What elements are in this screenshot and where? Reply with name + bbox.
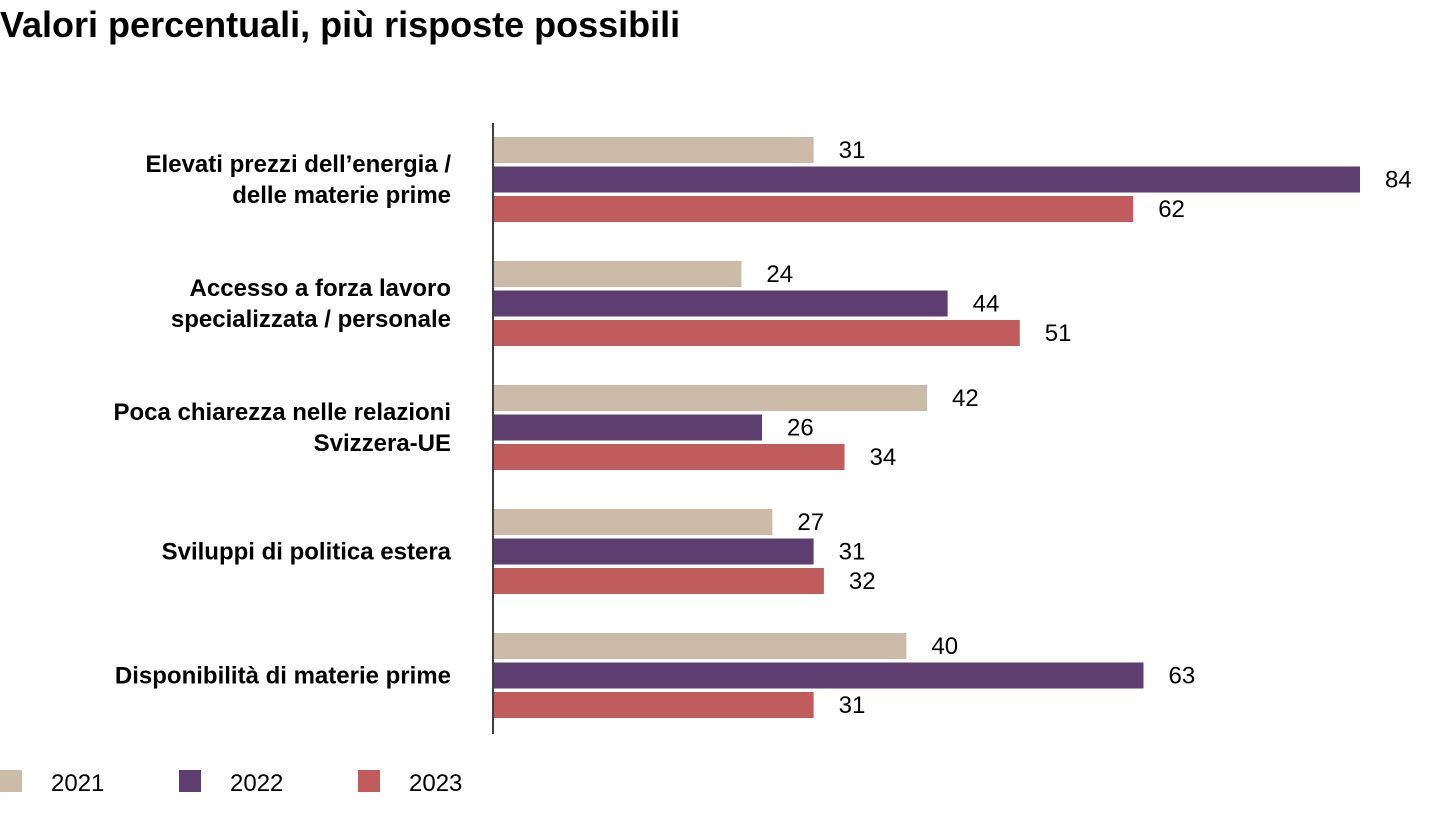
- bar-2023: [494, 692, 814, 718]
- bar-2021: [494, 261, 742, 287]
- bar-2021: [494, 509, 773, 535]
- category-label-line: Accesso a forza lavoro: [190, 275, 451, 302]
- category-label: Sviluppi di politica estera: [162, 539, 452, 566]
- data-label: 31: [839, 692, 866, 719]
- legend: 2021 2022 2023: [0, 770, 462, 797]
- category-label-line: Disponibilità di materie prime: [115, 663, 451, 690]
- data-label: 31: [839, 539, 866, 566]
- legend-label: 2023: [409, 770, 462, 797]
- data-label: 34: [870, 444, 897, 471]
- data-label: 40: [931, 633, 958, 660]
- bar-2023: [494, 444, 845, 470]
- labels-layer: Elevati prezzi dell’energia / delle mater…: [114, 137, 1412, 719]
- bar-2021: [494, 633, 907, 659]
- category-label-line: Svizzera-UE: [314, 430, 451, 457]
- legend-swatch-2023: [358, 770, 380, 792]
- category-label-line: Sviluppi di politica estera: [162, 539, 452, 566]
- legend-swatch-2021: [0, 770, 22, 792]
- bar-2023: [494, 196, 1134, 222]
- category-label-line: delle materie prime: [232, 182, 451, 209]
- bar-2021: [494, 137, 814, 163]
- data-label: 31: [839, 137, 866, 164]
- bar-2022: [494, 662, 1144, 689]
- chart-title: Valori percentuali, più risposte possibi…: [0, 4, 681, 45]
- data-label: 63: [1169, 663, 1196, 690]
- category-label-line: Elevati prezzi dell’energia /: [146, 151, 452, 178]
- data-label: 24: [766, 261, 793, 288]
- data-label: 32: [849, 568, 876, 595]
- data-label: 84: [1385, 167, 1412, 194]
- legend-label: 2022: [230, 770, 283, 797]
- bar-2023: [494, 320, 1020, 346]
- category-label: Elevati prezzi dell’energia / delle mater…: [146, 151, 452, 209]
- data-label: 62: [1158, 196, 1185, 223]
- bar-2022: [494, 290, 948, 317]
- bar-2022: [494, 538, 814, 565]
- category-label-line: specializzata / personale: [171, 306, 451, 333]
- bars-layer: [492, 123, 1360, 734]
- category-label: Disponibilità di materie prime: [115, 663, 451, 690]
- bar-2022: [494, 166, 1360, 193]
- data-label: 51: [1045, 320, 1072, 347]
- legend-swatch-2022: [179, 770, 201, 792]
- category-label: Accesso a forza lavoro specializzata / pe…: [171, 275, 451, 333]
- data-label: 42: [952, 385, 979, 412]
- data-label: 26: [787, 415, 814, 442]
- bar-2023: [494, 568, 824, 594]
- category-label-line: Poca chiarezza nelle relazioni: [114, 399, 451, 426]
- bar-2022: [494, 414, 763, 441]
- legend-label: 2021: [51, 770, 104, 797]
- category-label: Poca chiarezza nelle relazioni Svizzera-U…: [114, 399, 451, 457]
- bar-2021: [494, 385, 927, 411]
- data-label: 27: [797, 509, 824, 536]
- data-label: 44: [973, 291, 1000, 318]
